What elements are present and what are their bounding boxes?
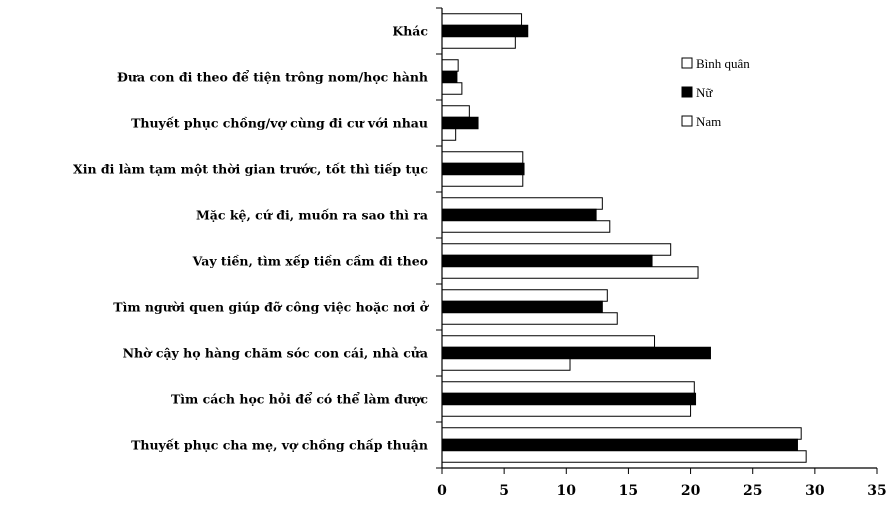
category-label: Xin đi làm tạm một thời gian trước, tốt … — [73, 162, 428, 177]
legend-swatch — [681, 57, 693, 69]
tick-labels: 0 5 10 15 20 25 30 35 — [437, 483, 887, 499]
bar — [441, 82, 463, 95]
category-label: Tìm cách học hỏi để có thể làm được — [171, 392, 428, 407]
bar — [441, 24, 529, 38]
bar — [441, 427, 802, 440]
bar — [441, 105, 470, 118]
bar — [441, 392, 697, 406]
category-labels: Thuyết phục cha mẹ, vợ chồng chấp thuận T… — [73, 24, 430, 453]
bar — [441, 300, 603, 314]
bar — [441, 208, 597, 222]
bar — [441, 162, 525, 176]
legend-label: Bình quân — [696, 56, 750, 71]
bar — [441, 254, 653, 268]
bar — [441, 335, 656, 348]
x-tick-label: 10 — [557, 483, 577, 499]
legend-swatch — [681, 86, 693, 98]
category-label: Nhờ cậy họ hàng chăm sóc con cái, nhà cử… — [123, 346, 428, 361]
category-label: Vay tiền, tìm xếp tiền cầm đi theo — [192, 254, 428, 269]
bar — [441, 13, 523, 26]
bar — [441, 243, 672, 256]
bar — [441, 128, 457, 141]
category-label: Thuyết phục chồng/vợ cùng đi cư với nhau — [131, 116, 428, 131]
bar — [441, 312, 618, 325]
legend-label: Nam — [696, 114, 721, 129]
bar — [441, 197, 603, 210]
bar — [441, 346, 711, 360]
category-label: Đưa con đi theo để tiện trông nom/học hà… — [117, 70, 428, 85]
bar — [441, 36, 516, 49]
bar — [441, 116, 479, 130]
axes — [436, 7, 878, 474]
category-label: Tìm người quen giúp đỡ công việc hoặc nơ… — [113, 300, 429, 315]
bar — [441, 450, 807, 463]
bars — [441, 13, 807, 463]
x-tick-label: 5 — [499, 483, 509, 499]
bar — [441, 70, 458, 84]
bar — [441, 358, 571, 371]
legend: Bình quân Nữ Nam — [681, 56, 750, 129]
bar — [441, 381, 695, 394]
bar — [441, 289, 608, 302]
bar — [441, 220, 611, 233]
bar — [441, 174, 524, 187]
x-tick-label: 25 — [743, 483, 762, 499]
x-tick-label: 20 — [681, 483, 701, 499]
category-label: Thuyết phục cha mẹ, vợ chồng chấp thuận — [131, 438, 428, 453]
legend-label: Nữ — [696, 85, 713, 100]
bar — [441, 438, 798, 452]
bar — [441, 59, 459, 72]
bar — [441, 404, 692, 417]
x-tick-label: 35 — [867, 483, 886, 499]
x-tick-label: 0 — [437, 483, 447, 499]
category-label: Mặc kệ, cứ đi, muốn ra sao thì ra — [196, 208, 428, 223]
category-label: Khác — [392, 24, 428, 39]
bar — [441, 151, 524, 164]
x-tick-label: 30 — [805, 483, 825, 499]
x-tick-label: 15 — [619, 483, 638, 499]
bar — [441, 266, 699, 279]
legend-swatch — [681, 115, 693, 127]
